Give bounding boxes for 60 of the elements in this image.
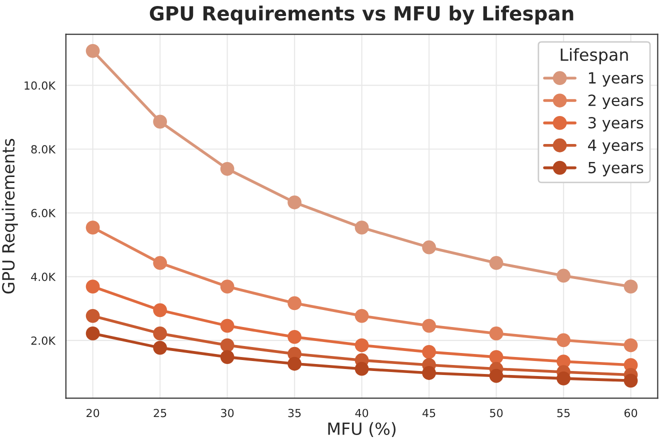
point [556,333,570,348]
point [86,308,100,323]
x-tick-label: 20 [86,408,100,418]
point [422,318,436,333]
x-tick-label: 50 [490,408,503,418]
chart-title: GPU Requirements vs MFU by Lifespan [150,6,574,25]
point [624,374,638,388]
point [288,296,302,310]
point [556,371,570,386]
legend-label: 5 years [588,162,644,176]
y-tick-label: 8.0K [31,145,56,154]
point [220,350,234,364]
point [220,162,234,176]
point [422,240,436,254]
x-tick-label: 45 [422,408,436,418]
legend-label: 2 years [588,94,644,110]
x-tick-label: 35 [288,408,301,418]
point [624,280,638,294]
point [153,303,167,318]
point [354,308,369,323]
legend-label: 4 years [588,140,644,154]
point [422,345,436,359]
point [86,326,100,340]
y-axis-title: GPU Requirements [2,138,18,294]
legend-title: Lifespan [560,48,628,64]
point [153,326,167,340]
point [422,366,436,380]
legend-label: 1 years [588,72,644,87]
x-tick-label: 60 [624,408,638,418]
point [354,220,369,235]
point [489,368,504,383]
point [556,268,570,283]
x-tick-label: 40 [355,408,368,418]
x-tick-label: 25 [154,408,166,418]
y-tick-label: 4.0K [31,272,56,282]
x-tick-label: 55 [557,408,570,418]
point [489,350,504,364]
point [288,356,302,371]
point [86,44,100,58]
point [153,340,167,355]
point [220,280,234,294]
point [489,326,504,340]
point [354,362,369,376]
point [86,280,100,294]
point [86,220,100,235]
x-tick-label: 30 [221,408,234,418]
point [354,338,369,352]
point [624,338,638,352]
point [489,256,504,270]
legend-label: 3 years [588,116,644,132]
y-tick-label: 10.0K [24,81,56,90]
point [220,318,234,333]
point [153,256,167,270]
point [288,195,302,210]
y-tick-label: 6.0K [31,208,56,218]
point [153,114,167,129]
point [288,330,302,344]
x-axis-title: MFU (%) [328,422,396,438]
y-tick-label: 2.0K [31,336,56,345]
point [220,338,234,352]
